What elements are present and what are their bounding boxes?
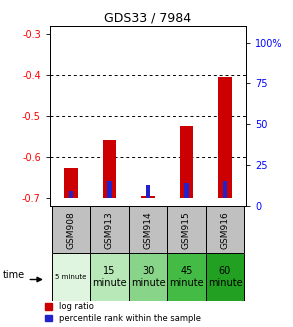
Text: GSM916: GSM916 xyxy=(220,211,229,249)
Title: GDS33 / 7984: GDS33 / 7984 xyxy=(104,12,192,25)
Bar xyxy=(103,140,116,198)
Legend: log ratio, percentile rank within the sample: log ratio, percentile rank within the sa… xyxy=(45,302,200,323)
Bar xyxy=(90,206,129,253)
Bar xyxy=(129,253,167,301)
Bar xyxy=(218,77,232,198)
Bar xyxy=(167,253,206,301)
Text: 60
minute: 60 minute xyxy=(208,266,242,288)
Bar xyxy=(129,206,167,253)
Text: GSM908: GSM908 xyxy=(67,211,76,249)
Bar xyxy=(206,206,244,253)
Bar xyxy=(107,181,112,198)
Bar xyxy=(69,191,73,198)
Bar xyxy=(223,181,227,198)
Bar xyxy=(52,253,90,301)
Text: time: time xyxy=(3,270,25,280)
Text: GSM915: GSM915 xyxy=(182,211,191,249)
Bar xyxy=(180,126,193,198)
Bar xyxy=(146,185,150,198)
Text: 45
minute: 45 minute xyxy=(169,266,204,288)
Text: GSM913: GSM913 xyxy=(105,211,114,249)
Text: GSM914: GSM914 xyxy=(144,211,152,249)
Bar xyxy=(167,206,206,253)
Bar xyxy=(52,206,90,253)
Text: 30
minute: 30 minute xyxy=(131,266,165,288)
Bar xyxy=(90,253,129,301)
Bar xyxy=(206,253,244,301)
Bar xyxy=(141,196,155,198)
Bar xyxy=(64,168,78,198)
Bar xyxy=(184,183,189,198)
Text: 5 minute: 5 minute xyxy=(55,274,87,280)
Text: 15
minute: 15 minute xyxy=(92,266,127,288)
